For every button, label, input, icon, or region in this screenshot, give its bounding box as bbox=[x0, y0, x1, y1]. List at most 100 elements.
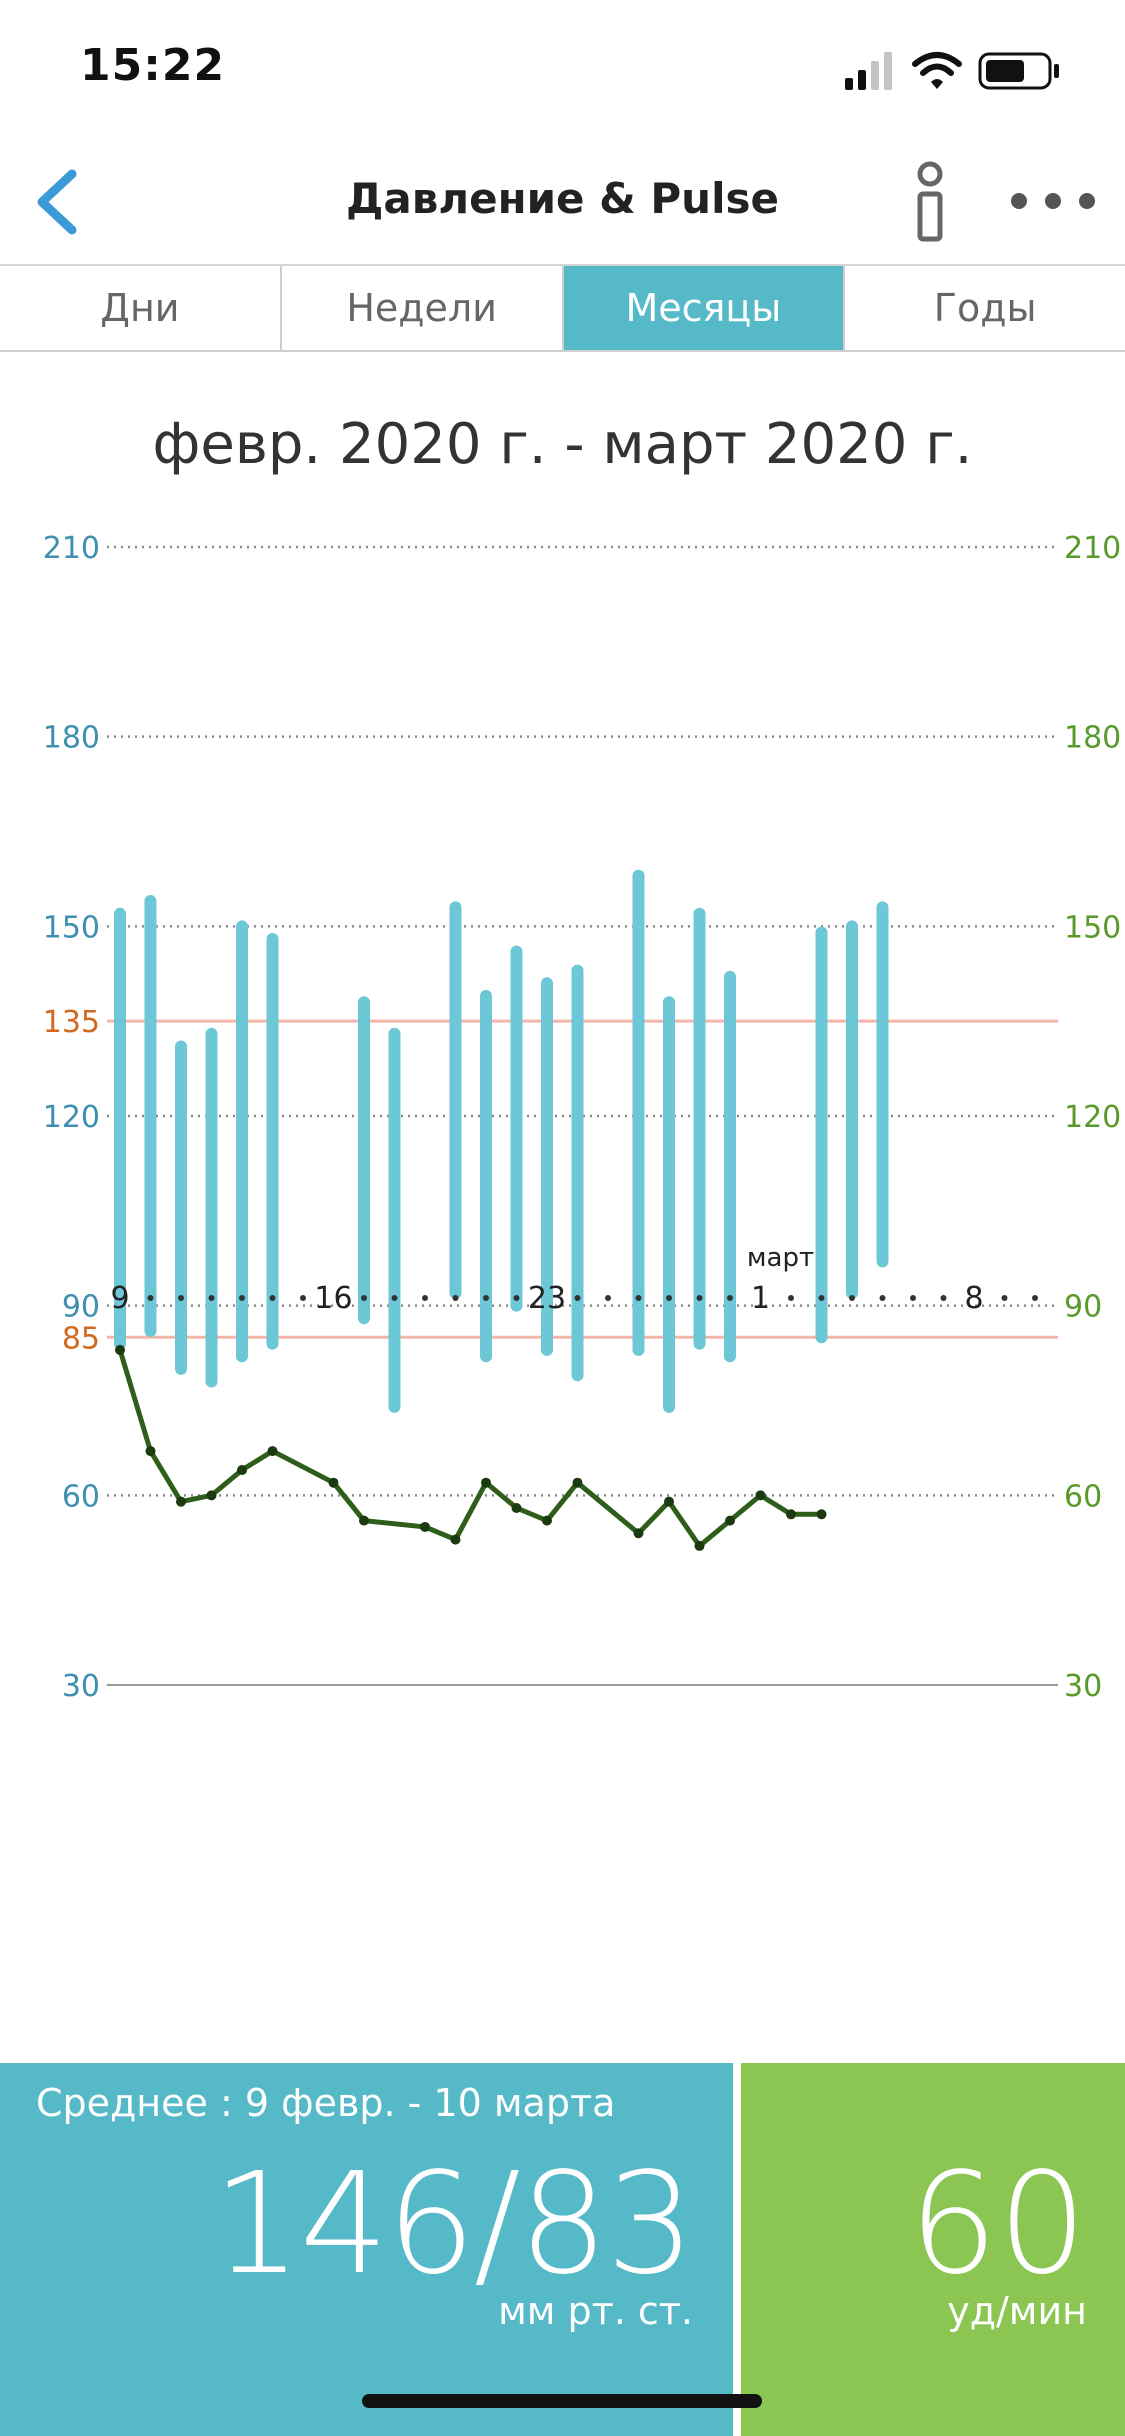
status-icons bbox=[845, 52, 1059, 90]
pulse-point bbox=[786, 1509, 796, 1520]
x-tick-label: 16 bbox=[314, 1281, 352, 1316]
x-tick-dot bbox=[483, 1295, 489, 1301]
x-tick-dot bbox=[361, 1295, 367, 1301]
tab-days[interactable]: Дни bbox=[0, 266, 282, 350]
y-tick-right: 90 bbox=[1064, 1290, 1102, 1325]
x-tick-dot bbox=[1032, 1295, 1038, 1301]
x-tick-dot bbox=[696, 1295, 703, 1301]
x-tick-dot bbox=[269, 1295, 276, 1301]
home-indicator bbox=[362, 2394, 762, 2408]
y-tick-right: 150 bbox=[1064, 910, 1121, 945]
tab-years[interactable]: Годы bbox=[933, 286, 1037, 330]
ellipsis-icon[interactable] bbox=[1005, 176, 1101, 226]
pressure-bars bbox=[114, 869, 889, 1413]
pulse-point bbox=[694, 1540, 705, 1551]
pulse-point bbox=[145, 1446, 156, 1457]
x-tick-label: 1 bbox=[751, 1281, 770, 1316]
tab-months[interactable]: Месяцы bbox=[563, 266, 846, 350]
y-tick-left: 210 bbox=[43, 531, 100, 566]
pulse-point bbox=[237, 1465, 247, 1476]
info-icon[interactable] bbox=[905, 154, 955, 254]
y-tick-left: 30 bbox=[62, 1669, 100, 1704]
x-tick-dot bbox=[452, 1295, 459, 1301]
tab-weeks[interactable]: Недели bbox=[282, 266, 564, 350]
pulse-point bbox=[511, 1502, 522, 1513]
pulse-point bbox=[420, 1521, 430, 1532]
average-pressure-panel: Среднее : 9 февр. - 10 марта 146/83 мм р… bbox=[0, 2063, 733, 2436]
x-tick-dot bbox=[849, 1295, 855, 1301]
pulse-point bbox=[725, 1515, 735, 1526]
y-tick-left: 120 bbox=[43, 1100, 100, 1135]
status-bar: 15:22 bbox=[0, 0, 1125, 140]
navigation-bar: Давление & Pulse bbox=[0, 140, 1125, 266]
period-tabs: Дни Недели Месяцы Годы bbox=[0, 266, 1125, 352]
pulse-point bbox=[206, 1490, 217, 1501]
x-tick-dot bbox=[147, 1295, 154, 1301]
x-tick-dot bbox=[239, 1295, 245, 1301]
x-tick-dot bbox=[300, 1295, 306, 1301]
y-tick-right: 60 bbox=[1064, 1479, 1102, 1514]
pulse-point bbox=[176, 1496, 186, 1507]
pulse-point bbox=[450, 1534, 461, 1545]
battery-icon bbox=[978, 52, 1059, 90]
y-tick-right: 180 bbox=[1064, 721, 1121, 756]
x-tick-dot bbox=[666, 1295, 672, 1301]
pulse-point bbox=[664, 1496, 674, 1507]
y-tick-right: 210 bbox=[1064, 531, 1121, 566]
pulse-point bbox=[481, 1477, 491, 1488]
x-tick-label: 9 bbox=[110, 1281, 129, 1316]
y-tick-left: 60 bbox=[62, 1479, 100, 1514]
x-tick-dot bbox=[208, 1295, 215, 1301]
period-title: февр. 2020 г. - март 2020 г. bbox=[152, 412, 973, 477]
y-tick-right: 30 bbox=[1064, 1669, 1102, 1704]
pulse-point bbox=[816, 1509, 827, 1520]
x-tick-dot bbox=[940, 1295, 947, 1301]
wifi-icon bbox=[912, 52, 962, 89]
pulse-point bbox=[328, 1477, 339, 1488]
threshold-label: 135 bbox=[43, 1005, 100, 1040]
x-tick-dot bbox=[513, 1295, 520, 1301]
chevron-left-icon[interactable] bbox=[20, 156, 100, 246]
x-tick-dot bbox=[574, 1295, 581, 1301]
pulse-point bbox=[542, 1515, 552, 1526]
pulse-line bbox=[115, 1344, 827, 1551]
average-caption: Среднее : 9 февр. - 10 марта bbox=[36, 2081, 616, 2125]
x-axis: 9 16 23 1 8 март bbox=[110, 1243, 1038, 1316]
pressure-pulse-chart: 30 30 60 60 90 90 120 120 150 150 180 180 210 210 85 13… bbox=[43, 531, 1122, 1704]
x-tick-dot bbox=[391, 1295, 398, 1301]
average-pulse-value: 60 bbox=[908, 2143, 1087, 2306]
y-tick-left: 90 bbox=[62, 1290, 100, 1325]
grid-layer: 30 30 60 60 90 90 120 120 150 150 180 180 210 210 85 13… bbox=[43, 531, 1122, 1704]
x-tick-dot bbox=[818, 1295, 825, 1301]
pulse-point bbox=[633, 1528, 644, 1539]
x-tick-dot bbox=[605, 1295, 611, 1301]
pulse-point bbox=[755, 1490, 766, 1501]
cellular-signal-icon bbox=[845, 52, 892, 90]
pulse-point bbox=[572, 1477, 583, 1488]
average-pressure-unit: мм рт. ст. bbox=[498, 2289, 693, 2333]
average-pulse-panel: 60 уд/мин bbox=[741, 2063, 1125, 2436]
x-tick-dot bbox=[788, 1295, 794, 1301]
pulse-point bbox=[267, 1446, 278, 1457]
x-tick-dot bbox=[422, 1295, 428, 1301]
x-tick-dot bbox=[178, 1295, 184, 1301]
x-tick-label: 8 bbox=[964, 1281, 983, 1316]
pulse-series-line bbox=[117, 1349, 822, 1549]
x-tick-dot bbox=[727, 1295, 733, 1301]
page-title: Давление & Pulse bbox=[346, 174, 779, 223]
y-tick-left: 150 bbox=[43, 910, 100, 945]
x-tick-label: 23 bbox=[528, 1281, 566, 1316]
threshold-label: 85 bbox=[62, 1321, 100, 1356]
x-month-label: март bbox=[747, 1243, 814, 1273]
status-time: 15:22 bbox=[80, 40, 226, 91]
average-pulse-unit: уд/мин bbox=[947, 2289, 1087, 2333]
x-tick-dot bbox=[910, 1295, 916, 1301]
y-tick-right: 120 bbox=[1064, 1100, 1121, 1135]
pulse-point bbox=[115, 1344, 125, 1355]
x-tick-dot bbox=[879, 1295, 886, 1301]
average-pressure-value: 146/83 bbox=[212, 2143, 695, 2306]
pulse-point bbox=[359, 1515, 369, 1526]
x-tick-dot bbox=[635, 1295, 642, 1301]
x-tick-dot bbox=[1001, 1295, 1008, 1301]
y-tick-left: 180 bbox=[43, 721, 100, 756]
